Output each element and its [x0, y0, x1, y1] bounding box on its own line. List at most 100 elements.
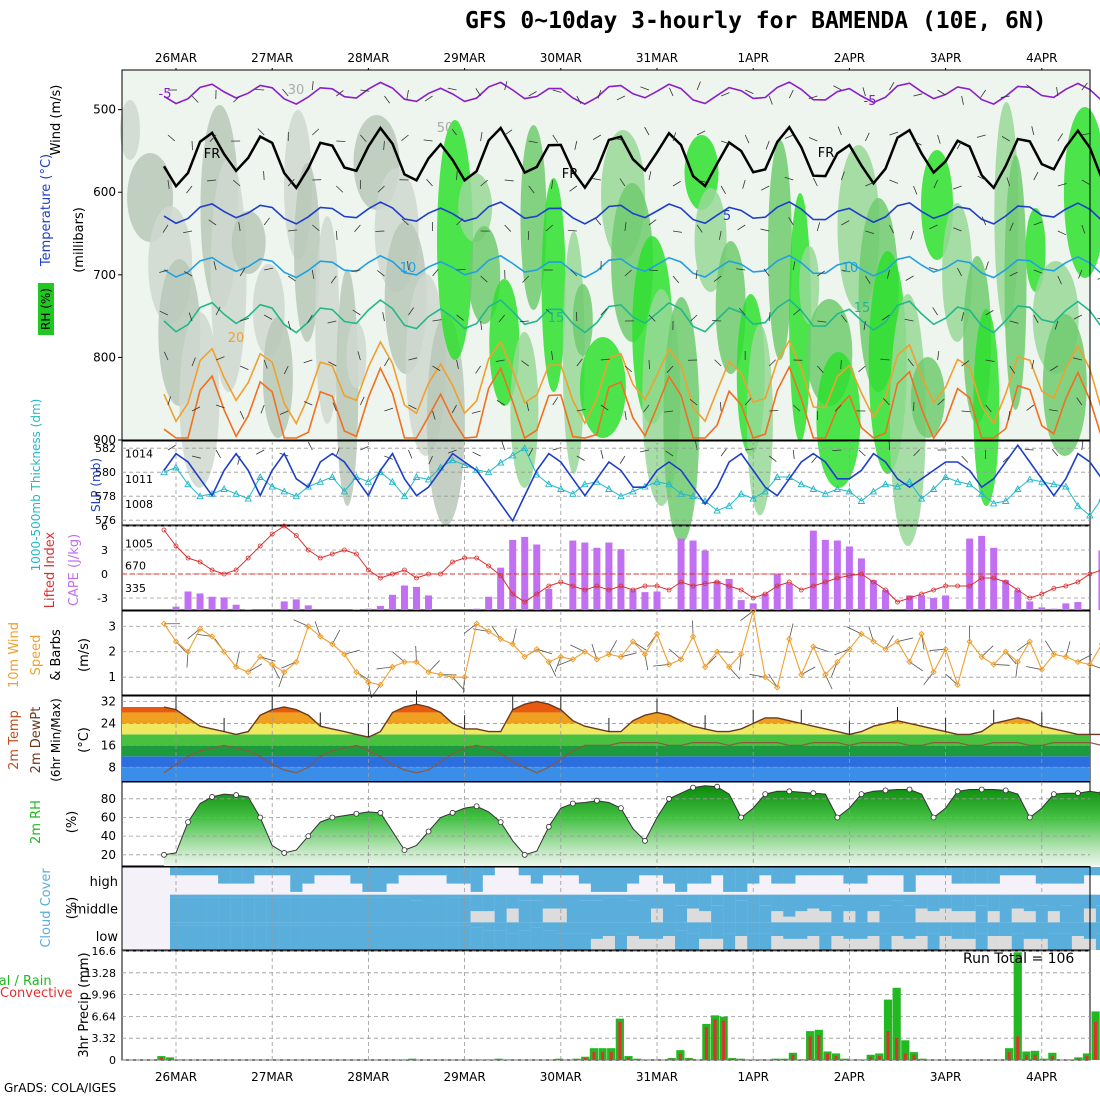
- upper-wind-barb: [833, 85, 842, 91]
- upper-wind-barb: [961, 95, 964, 105]
- cloud-cell: [434, 922, 447, 926]
- cloud-cell: [590, 867, 604, 892]
- cape-bar: [172, 606, 180, 610]
- wind-marker: [605, 651, 613, 658]
- cloud-cell: [182, 894, 195, 898]
- upper-wind-barb: [961, 410, 971, 413]
- cape-bar: [304, 605, 312, 610]
- cloud-cell: [590, 900, 604, 923]
- upper-wind-barb: [813, 177, 818, 187]
- li-marker: [558, 579, 564, 585]
- cloud-cell: [1059, 905, 1073, 923]
- cloud-cell: [230, 867, 243, 884]
- upper-wind-barb: [832, 449, 842, 452]
- upper-wind-barb: [521, 360, 529, 367]
- cloud-cell: [687, 908, 700, 923]
- contour-label: 15: [854, 301, 871, 316]
- rh-shading: [816, 352, 861, 488]
- upper-wind-barb: [551, 351, 554, 361]
- upper-wind-barb: [720, 140, 730, 145]
- contour-label: 15: [548, 311, 565, 326]
- rh-marker: [1050, 791, 1057, 798]
- cloud-cell: [903, 922, 916, 939]
- cloud-cell: [386, 897, 399, 923]
- cloud-cell: [999, 902, 1012, 923]
- upper-wind-barb: [837, 126, 842, 136]
- li-marker: [750, 595, 756, 601]
- contour-label: 20: [228, 331, 245, 346]
- cloud-cell: [362, 867, 375, 892]
- precip-convective-bar: [635, 1059, 639, 1060]
- thickness-marker: [905, 477, 914, 485]
- cloud-cell: [470, 927, 483, 950]
- cloud-cell: [602, 936, 616, 950]
- upper-wind-barb: [690, 314, 698, 322]
- upper-wind-barb: [215, 449, 221, 458]
- wind-marker: [196, 625, 204, 633]
- upper-wind-barb: [765, 140, 770, 150]
- rh-shading: [179, 312, 220, 488]
- cloud-cell: [326, 867, 339, 876]
- upper-wind-barb: [1026, 84, 1035, 91]
- dewpoint-line: [163, 742, 1100, 774]
- upper-wind-barb: [976, 134, 986, 138]
- rh-marker: [738, 814, 745, 821]
- cape-bar: [196, 593, 204, 610]
- li-marker: [161, 527, 167, 533]
- cloud-cell: [1095, 905, 1100, 923]
- cloud-cell: [230, 922, 243, 926]
- upper-wind-barb: [937, 351, 940, 361]
- li-tick-label: 3: [101, 544, 108, 557]
- rh-marker: [473, 803, 480, 810]
- wind-barb: [491, 625, 502, 640]
- rh-area: [164, 785, 1100, 866]
- wind-marker: [545, 658, 552, 666]
- wind-barb: [668, 648, 682, 660]
- precip-frame: [121, 950, 1091, 1061]
- upper-wind-barb: [932, 307, 938, 316]
- upper-wind-barb: [1001, 136, 1010, 142]
- wind-marker: [425, 668, 432, 676]
- upper-wind-barb: [624, 269, 632, 277]
- cloud-cell: [723, 902, 736, 923]
- upper-wind-barb: [1000, 95, 1010, 98]
- thickness-marker: [809, 485, 818, 492]
- upper-wind-barb: [574, 140, 578, 150]
- upper-wind-barb: [1076, 397, 1083, 406]
- upper-wind-barb: [213, 261, 217, 271]
- upper-wind-barb: [330, 275, 337, 284]
- thickness-marker: [773, 473, 782, 480]
- precip-convective-bar: [609, 1052, 613, 1060]
- rh-marker: [1074, 790, 1081, 797]
- thickness-marker: [929, 485, 938, 492]
- wind-marker: [317, 633, 324, 640]
- upper-wind-barb: [360, 396, 365, 406]
- cloud-cell: [374, 897, 387, 923]
- wind-ylabel-c: & Barbs: [49, 629, 64, 681]
- cloud-cell: [434, 902, 447, 923]
- cape-bar: [1098, 550, 1100, 610]
- cloud-cell: [903, 905, 916, 923]
- thickness-marker: [160, 468, 168, 476]
- upper-wind-barb: [768, 455, 777, 462]
- rh-line: [163, 785, 1100, 856]
- li-marker: [293, 533, 299, 538]
- upper-wind-barb: [865, 181, 874, 187]
- upper-wind-barb: [736, 268, 746, 271]
- li-marker: [907, 595, 912, 601]
- rh-shading: [346, 322, 367, 388]
- precip-convective-bar: [583, 1058, 587, 1060]
- cloud-cell: [699, 867, 712, 884]
- precip-total-bar: [1065, 1059, 1074, 1060]
- thickness-marker: [1001, 497, 1010, 504]
- cloud-cell: [855, 894, 868, 903]
- precip-convective-bar: [601, 1052, 605, 1060]
- cloud-cell: [194, 867, 207, 876]
- upper-wind-barb: [788, 217, 794, 226]
- li-marker: [317, 555, 323, 561]
- cloud-cell: [735, 894, 748, 901]
- wind-marker: [172, 638, 180, 645]
- temp-band: [122, 701, 1090, 713]
- wind-barb: [1016, 641, 1031, 652]
- cloud-cell: [795, 922, 808, 939]
